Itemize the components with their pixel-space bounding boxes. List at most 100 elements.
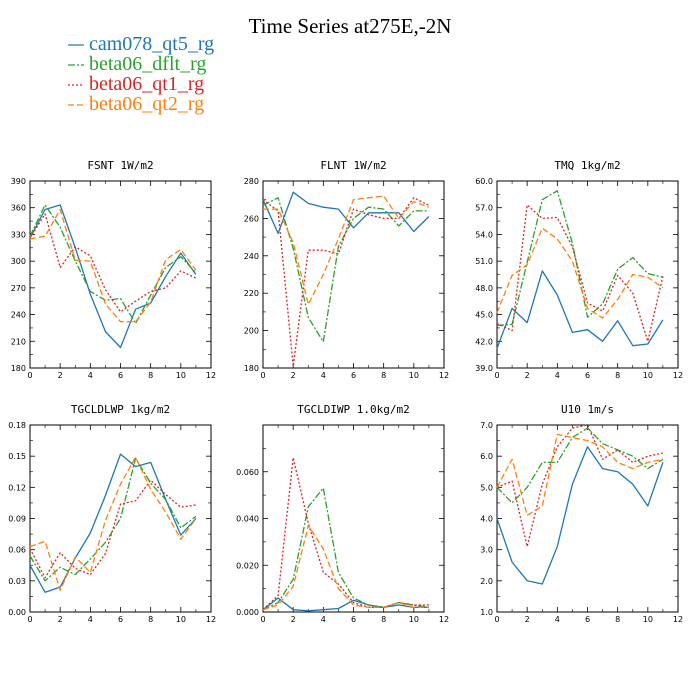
panel-title: U10 1m/s (561, 403, 614, 416)
y-tick-label: 54.0 (475, 230, 493, 239)
x-tick-label: 6 (585, 371, 590, 380)
plot-frame (262, 424, 445, 613)
y-tick-label: 210 (11, 337, 26, 346)
series-line-beta06_qt1_rg (29, 213, 197, 313)
series-line-beta06_qt1_rg (496, 424, 664, 548)
panel-title: TGCLDLWP 1kg/m2 (71, 403, 170, 416)
x-tick-label: 10 (643, 371, 653, 380)
x-tick-label: 10 (176, 371, 186, 380)
x-tick-label: 4 (88, 615, 93, 624)
x-tick-label: 4 (555, 615, 560, 624)
y-tick-label: 300 (11, 257, 26, 266)
plot-frame (496, 424, 679, 613)
series-line-cam078_qt5_rg (262, 191, 430, 235)
x-tick-label: 8 (381, 615, 386, 624)
series-line-cam078_qt5_rg (262, 597, 429, 612)
y-tick-label: 0.020 (236, 561, 259, 570)
x-tick-label: 12 (439, 615, 449, 624)
series-line-beta06_qt2_rg (263, 195, 430, 306)
series-line-beta06_qt2_rg (496, 433, 664, 517)
y-tick-label: 1.0 (480, 608, 493, 617)
y-tick-label: 2.0 (480, 577, 493, 586)
y-tick-label: 60.0 (475, 177, 493, 186)
series-line-beta06_qt2_rg (29, 456, 197, 591)
series-line-beta06_qt1_rg (29, 479, 196, 579)
panel-3: TMQ 1kg/m2 0 2 4 6 8 10 12 39.0 42.0 45.0 48.0 51.0 5… (475, 159, 683, 380)
y-tick-label: 0.000 (236, 608, 259, 617)
series-line-beta06_qt2_rg (262, 524, 429, 611)
x-tick-label: 0 (260, 615, 265, 624)
y-tick-label: 260 (244, 214, 259, 223)
x-tick-label: 10 (176, 615, 186, 624)
x-tick-label: 6 (118, 615, 123, 624)
y-tick-label: 0.15 (8, 452, 26, 461)
series-line-beta06_dflt_rg (262, 487, 429, 611)
x-tick-label: 0 (27, 615, 32, 624)
series-line-beta06_dflt_rg (496, 190, 664, 326)
y-tick-label: 330 (11, 230, 26, 239)
x-tick-label: 2 (525, 371, 530, 380)
x-tick-label: 0 (27, 371, 32, 380)
y-tick-label: 6.0 (480, 452, 493, 461)
x-tick-label: 12 (206, 615, 216, 624)
y-tick-label: 240 (11, 311, 26, 320)
y-tick-label: 0.00 (8, 608, 26, 617)
y-tick-label: 0.060 (236, 468, 259, 477)
series-line-cam078_qt5_rg (29, 204, 197, 349)
x-tick-label: 6 (351, 371, 356, 380)
legend-label-beta06_dflt_rg: beta06_dflt_rg (89, 53, 206, 75)
y-tick-label: 0.09 (8, 515, 26, 524)
y-tick-label: 180 (11, 364, 26, 373)
y-tick-label: 39.0 (475, 364, 493, 373)
y-tick-label: 57.0 (475, 204, 493, 213)
panels: FSNT 1W/m20 2 4 6 8 10 12180210240270300330360… (8, 159, 683, 624)
x-tick-label: 6 (351, 615, 356, 624)
x-tick-label: 0 (260, 371, 265, 380)
x-tick-label: 0 (494, 615, 499, 624)
panel-6: U10 1m/s 0 2 4 6 8 10 12 1.0 2.0 3.0 4.0 5.0 6.0 7.0 (480, 403, 683, 624)
x-tick-label: 12 (206, 371, 216, 380)
y-tick-label: 4.0 (480, 515, 493, 524)
x-tick-label: 0 (494, 371, 499, 380)
panel-4: TGCLDLWP 1kg/m2 0 2 4 6 8 10 12 0.00 0.03 0.06 0.09… (8, 403, 216, 624)
x-tick-label: 2 (58, 371, 63, 380)
series-line-beta06_dflt_rg (29, 457, 197, 582)
y-tick-label: 3.0 (480, 546, 493, 555)
y-tick-label: 7.0 (480, 421, 493, 430)
y-tick-label: 45.0 (475, 311, 493, 320)
series-line-beta06_qt2_rg (29, 208, 197, 323)
y-tick-label: 180 (244, 364, 259, 373)
x-tick-label: 2 (291, 615, 296, 624)
y-tick-label: 360 (11, 204, 26, 213)
series-line-beta06_qt1_rg (262, 457, 429, 611)
x-tick-label: 4 (555, 371, 560, 380)
y-tick-label: 390 (11, 177, 26, 186)
series-line-beta06_qt1_rg (262, 197, 430, 367)
series-line-beta06_dflt_rg (496, 427, 664, 504)
x-tick-label: 12 (673, 371, 683, 380)
panel-title: TMQ 1kg/m2 (554, 159, 620, 172)
panel-1: FSNT 1W/m2 0 2 4 6 8 10 12 180 210 240 270 300 330 360… (11, 159, 216, 380)
x-tick-label: 12 (439, 371, 449, 380)
x-tick-label: 4 (321, 615, 326, 624)
x-tick-label: 10 (409, 371, 419, 380)
y-tick-label: 0.12 (8, 483, 26, 492)
x-tick-label: 4 (88, 371, 93, 380)
series-line-cam078_qt5_rg (496, 270, 664, 349)
legend: cam078_qt5_rgbeta06_dflt_rgbeta06_qt1_rg… (68, 33, 214, 115)
series-line-beta06_dflt_rg (262, 197, 429, 343)
x-tick-label: 8 (148, 615, 153, 624)
plot-frame (29, 180, 212, 369)
x-tick-label: 2 (525, 615, 530, 624)
series-line-cam078_qt5_rg (29, 453, 197, 593)
x-tick-label: 6 (585, 615, 590, 624)
y-tick-label: 42.0 (475, 337, 493, 346)
figure-title: Time Series at275E,-2N (249, 14, 452, 38)
y-tick-label: 280 (244, 177, 259, 186)
y-tick-label: 0.06 (8, 546, 26, 555)
y-tick-label: 240 (244, 252, 259, 261)
x-tick-label: 4 (321, 371, 326, 380)
x-tick-label: 8 (148, 371, 153, 380)
panel-5: TGCLDIWP 1.0kg/m2 0 2 4 6 8 10 12 0.000 0.020 0.04… (236, 403, 449, 624)
legend-label-beta06_qt1_rg: beta06_qt1_rg (89, 73, 204, 95)
